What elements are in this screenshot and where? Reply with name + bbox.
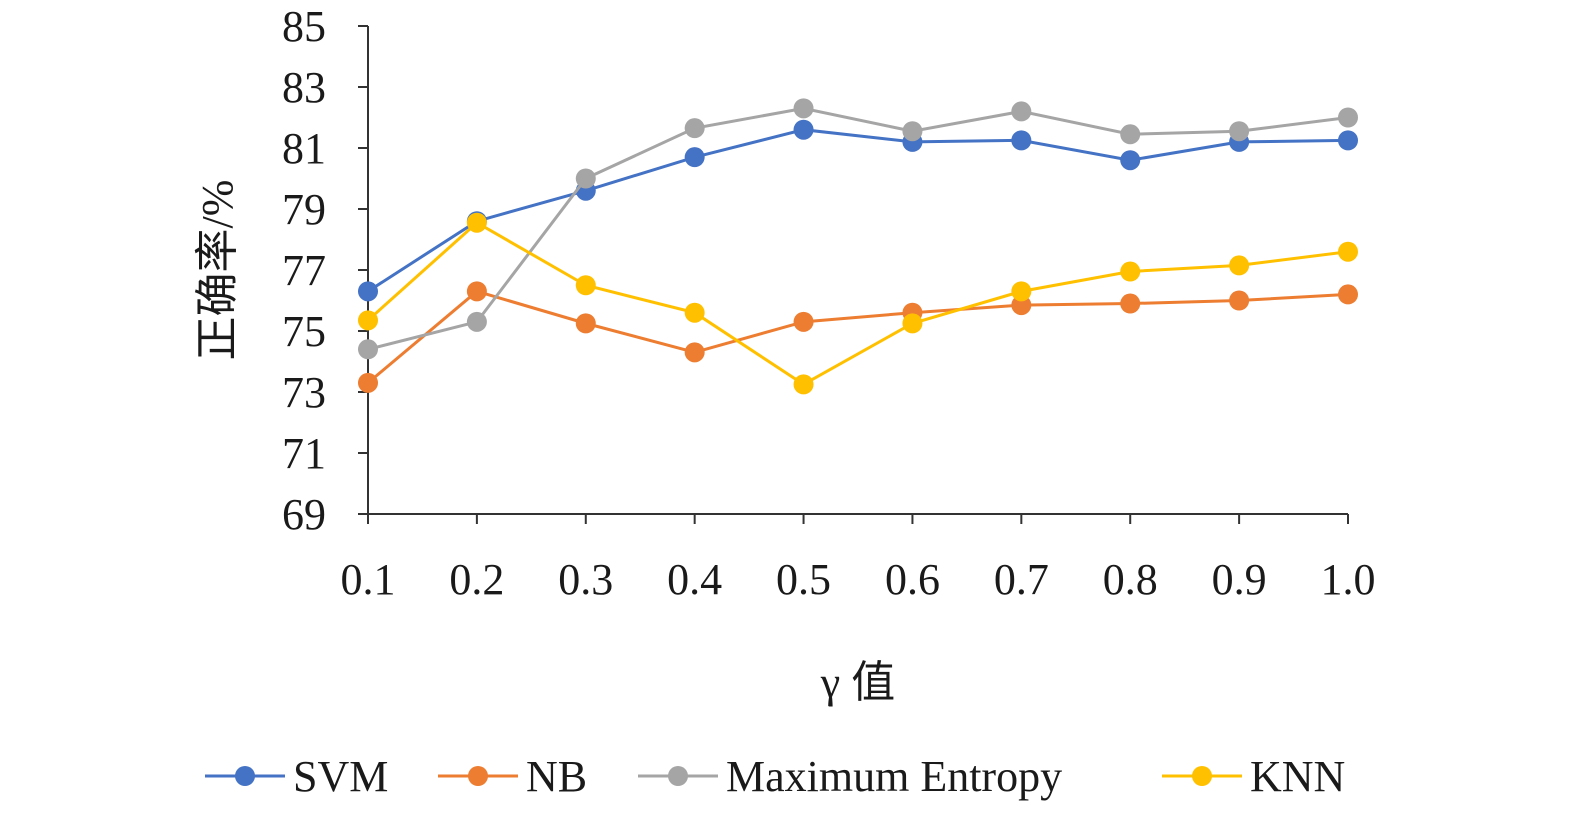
- legend-label: Maximum Entropy: [726, 752, 1062, 801]
- y-tick-label: 71: [282, 429, 326, 478]
- x-tick-label: 0.8: [1103, 555, 1158, 604]
- data-point-maximum-entropy: [684, 118, 705, 139]
- y-tick-label: 81: [282, 124, 326, 173]
- series-line-maximum-entropy: [367, 106, 1349, 351]
- legend-item-svm: SVM: [205, 752, 388, 801]
- data-point-maximum-entropy: [1120, 124, 1141, 145]
- y-tick-label: 77: [282, 246, 326, 295]
- x-tick-label: 0.3: [558, 555, 613, 604]
- data-point-svm: [1011, 130, 1032, 151]
- data-point-knn: [575, 275, 596, 296]
- data-point-maximum-entropy: [793, 98, 814, 119]
- y-axis-title: 正确率/%: [193, 180, 242, 361]
- data-point-svm: [1338, 130, 1358, 151]
- data-point-maximum-entropy: [466, 311, 487, 332]
- series-nb: [358, 281, 1358, 393]
- data-point-knn: [793, 374, 814, 395]
- y-tick-label: 83: [282, 63, 326, 112]
- data-point-maximum-entropy: [1338, 107, 1358, 128]
- data-point-maximum-entropy: [902, 121, 923, 142]
- legend-swatch-marker: [668, 766, 688, 786]
- x-tick-label: 0.9: [1212, 555, 1267, 604]
- data-point-svm: [684, 147, 705, 168]
- data-point-nb: [1011, 295, 1032, 316]
- data-point-knn: [358, 310, 378, 331]
- data-point-maximum-entropy: [575, 168, 596, 189]
- data-point-knn: [1338, 241, 1358, 262]
- legend-swatch-marker: [468, 766, 488, 786]
- data-point-nb: [684, 342, 705, 363]
- x-tick-label: 1.0: [1321, 555, 1376, 604]
- series-line-svm: [367, 128, 1349, 293]
- data-point-nb: [1229, 290, 1250, 311]
- data-point-nb: [793, 311, 814, 332]
- data-point-knn: [1120, 261, 1141, 282]
- data-point-maximum-entropy: [1011, 101, 1032, 122]
- x-axis-title: γ 值: [820, 658, 895, 707]
- legend-label: NB: [526, 752, 587, 801]
- legend-item-knn: KNN: [1162, 752, 1345, 801]
- x-tick-label: 0.4: [667, 555, 722, 604]
- data-point-maximum-entropy: [1229, 121, 1250, 142]
- legend: SVM NB Maximum Entropy KNN: [205, 752, 1345, 801]
- legend-swatch-marker: [235, 766, 255, 786]
- data-point-svm: [793, 119, 814, 140]
- x-tick-label: 0.5: [776, 555, 831, 604]
- y-tick-label: 69: [282, 490, 326, 539]
- series-group: [358, 98, 1358, 395]
- data-point-svm: [358, 281, 378, 302]
- series-svm: [358, 119, 1358, 302]
- y-tick-label: 85: [282, 2, 326, 51]
- y-tick-label: 79: [282, 185, 326, 234]
- data-point-nb: [1120, 293, 1141, 314]
- x-tick-label: 0.6: [885, 555, 940, 604]
- legend-item-maximum-entropy: Maximum Entropy: [638, 752, 1062, 801]
- series-line-knn: [366, 220, 1349, 387]
- y-tick-label: 75: [282, 307, 326, 356]
- legend-swatch-marker: [1192, 766, 1212, 786]
- series-knn: [358, 212, 1358, 395]
- y-tick-group: 69 71 73 75 77 79 81 83 85: [282, 2, 368, 539]
- data-point-nb: [466, 281, 487, 302]
- data-point-knn: [902, 313, 923, 334]
- x-tick-label: 0.7: [994, 555, 1049, 604]
- data-point-nb: [358, 372, 378, 393]
- data-point-nb: [1338, 284, 1358, 305]
- x-tick-label: 0.2: [449, 555, 504, 604]
- series-line-nb: [367, 289, 1349, 384]
- data-point-knn: [684, 302, 705, 323]
- data-point-svm: [1120, 150, 1141, 171]
- legend-label: SVM: [293, 752, 388, 801]
- data-point-nb: [575, 313, 596, 334]
- x-tick-group: 0.1 0.2 0.3 0.4 0.5 0.6 0.7 0.8 0.9 1.0: [341, 514, 1376, 604]
- legend-item-nb: NB: [438, 752, 587, 801]
- data-point-knn: [466, 212, 487, 233]
- x-tick-label: 0.1: [341, 555, 396, 604]
- data-point-maximum-entropy: [358, 339, 378, 360]
- y-tick-label: 73: [282, 368, 326, 417]
- legend-label: KNN: [1250, 752, 1345, 801]
- series-maximum-entropy: [358, 98, 1358, 360]
- data-point-knn: [1011, 281, 1032, 302]
- data-point-knn: [1229, 255, 1250, 276]
